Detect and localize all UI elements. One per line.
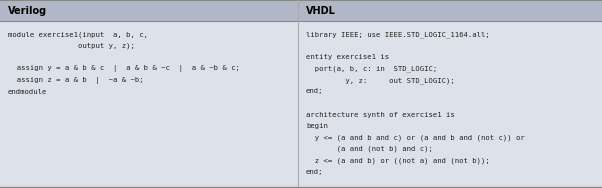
Text: y <= (a and b and c) or (a and b and (not c)) or: y <= (a and b and c) or (a and b and (no… xyxy=(306,134,525,141)
Text: assign z = a & b  |  ~a & ~b;: assign z = a & b | ~a & ~b; xyxy=(8,77,144,84)
Text: output y, z);: output y, z); xyxy=(8,42,135,49)
Text: library IEEE; use IEEE.STD_LOGIC_1164.all;: library IEEE; use IEEE.STD_LOGIC_1164.al… xyxy=(306,31,490,38)
Text: port(a, b, c: in  STD_LOGIC;: port(a, b, c: in STD_LOGIC; xyxy=(306,65,437,72)
Text: entity exercise1 is: entity exercise1 is xyxy=(306,54,389,60)
Text: VHDL: VHDL xyxy=(306,7,336,17)
Text: end;: end; xyxy=(306,169,323,175)
Text: Verilog: Verilog xyxy=(8,7,47,17)
Text: (a and (not b) and c);: (a and (not b) and c); xyxy=(306,146,433,152)
Text: architecture synth of exercise1 is: architecture synth of exercise1 is xyxy=(306,111,455,118)
Text: begin: begin xyxy=(306,123,328,129)
Text: endmodule: endmodule xyxy=(8,89,48,95)
Text: z <= (a and b) or ((not a) and (not b));: z <= (a and b) or ((not a) and (not b)); xyxy=(306,158,490,164)
Bar xyxy=(0,0,602,21)
Text: y, z:     out STD_LOGIC);: y, z: out STD_LOGIC); xyxy=(306,77,455,84)
Text: assign y = a & b & c  |  a & b & ~c  |  a & ~b & c;: assign y = a & b & c | a & b & ~c | a & … xyxy=(8,65,240,73)
Text: module exercise1(input  a, b, c,: module exercise1(input a, b, c, xyxy=(8,31,148,37)
Text: end;: end; xyxy=(306,89,323,95)
